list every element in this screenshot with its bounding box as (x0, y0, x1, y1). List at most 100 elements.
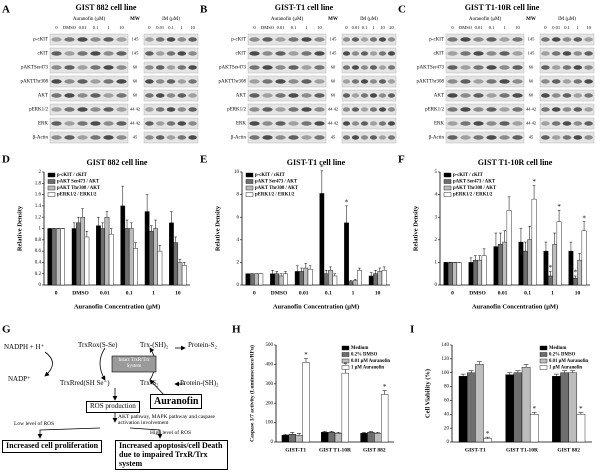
band (541, 121, 550, 126)
legend-label: 0.01 μM Auranofin (549, 359, 588, 364)
error-bar (145, 194, 149, 212)
band (116, 37, 127, 42)
chart-title: GIST-T1 cell line (287, 158, 346, 167)
bar (334, 433, 343, 443)
error-bar (290, 432, 295, 435)
error-bar (324, 270, 328, 274)
band (512, 135, 523, 140)
band (188, 79, 197, 84)
legend-label: 1 μM Auranofin (351, 366, 384, 371)
mw-label: 44 42 (328, 107, 338, 112)
band (378, 65, 387, 70)
band (351, 135, 360, 140)
band (473, 79, 484, 84)
legend-label: 1 μM Auranofin (549, 366, 582, 371)
row-label: β-Actin (33, 136, 49, 141)
bar (181, 265, 187, 286)
bar (332, 275, 338, 286)
mw-label: 145 (132, 51, 140, 56)
y-tick-label: 1 (435, 261, 438, 266)
legend-label: pAKT Thr308 / AKT (453, 186, 497, 191)
legend-label: p-cKIT / cKIT (255, 173, 286, 178)
band (573, 79, 583, 84)
x-tick-label: 0 (55, 290, 58, 296)
band (486, 121, 497, 126)
band (116, 107, 127, 112)
band (360, 79, 369, 84)
proliferation-box: Increased cell proliferation (2, 440, 103, 453)
band (262, 79, 273, 84)
blot-strip (247, 89, 327, 102)
bar (302, 362, 310, 443)
bar (133, 248, 138, 286)
band (351, 79, 360, 84)
band (145, 79, 154, 84)
band (387, 121, 396, 126)
band (460, 107, 471, 112)
error-bar (297, 433, 302, 436)
band (64, 107, 75, 112)
row-label: ERK (38, 122, 48, 127)
band (378, 93, 387, 98)
error-bar (295, 265, 299, 272)
error-bar (468, 370, 474, 373)
band (64, 65, 75, 70)
band (51, 37, 62, 42)
error-bar (284, 271, 287, 274)
band (369, 79, 378, 84)
blot-strip (247, 33, 327, 46)
auranofin-box: Auranofin (150, 394, 203, 409)
x-tick-label: 10 (375, 290, 381, 296)
blot-strip (247, 75, 327, 88)
significance-mark: * (574, 269, 578, 277)
error-bar (77, 216, 80, 223)
band (275, 107, 286, 112)
x-tick-label: 0.01 (299, 290, 309, 296)
error-bar (336, 432, 341, 434)
legend-label: pAKT Thr308 / AKT (57, 186, 101, 191)
band (541, 93, 550, 98)
legend-label: pERK1/2 / ERK1/2 (453, 193, 493, 198)
band (369, 121, 378, 126)
mw-label: 44 42 (526, 121, 536, 126)
lane-label: 0.01 (156, 25, 164, 30)
bar (177, 262, 183, 286)
band (188, 51, 197, 56)
error-bar (553, 232, 556, 245)
x-tick-label: 0.1 (524, 290, 531, 296)
band (64, 121, 75, 126)
error-bar (544, 241, 548, 252)
low-ros: Low level of ROS (14, 421, 55, 427)
legend-label: pERK1/2 / ERK1/2 (255, 193, 295, 198)
bar (452, 262, 458, 286)
legend-swatch (341, 345, 350, 351)
legend-swatch (341, 358, 350, 364)
x-axis-label: Auranofin Concentration (μM) (74, 303, 160, 310)
y-tick-label: 0 (39, 283, 42, 288)
band (541, 107, 550, 112)
band (145, 107, 154, 112)
row-label: pERK1/2 (29, 108, 48, 113)
x-tick-label: DMSO (469, 290, 486, 296)
legend-label: pAKT Ser473 / AKT (57, 180, 100, 185)
bar (513, 372, 523, 443)
band (77, 65, 88, 70)
band (262, 93, 273, 98)
legend-swatch (341, 352, 350, 357)
bar (120, 205, 126, 286)
band (314, 107, 325, 112)
bar (319, 193, 325, 286)
bar (477, 259, 483, 286)
band (499, 135, 510, 140)
bar (55, 228, 61, 286)
legend-swatch (539, 345, 548, 351)
y-tick-label: 3 (435, 215, 438, 220)
bar (568, 250, 574, 286)
band (460, 79, 471, 84)
band (584, 135, 593, 140)
band (584, 93, 593, 98)
band (262, 135, 273, 140)
band (486, 37, 497, 42)
band (473, 93, 484, 98)
band (473, 37, 484, 42)
